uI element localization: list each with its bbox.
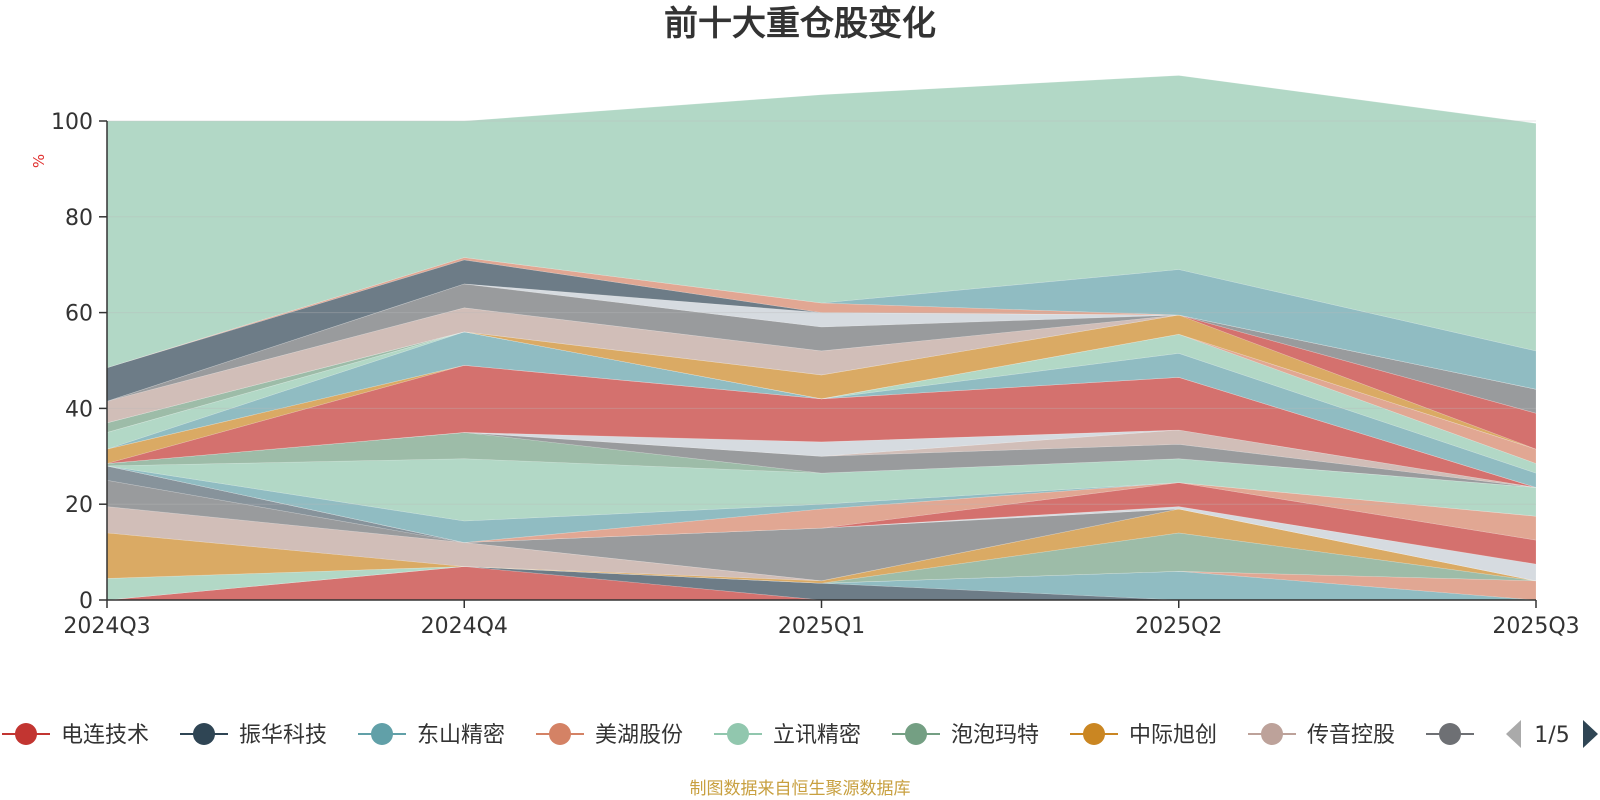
x-tick-label: 2025Q1 [778,614,865,639]
legend-item[interactable]: 电连技术 [2,723,149,748]
legend-label: 美湖股份 [595,723,683,748]
chart-title: 前十大重仓股变化 [664,4,936,44]
area-series-30 [106,283,1537,414]
legend-item[interactable]: 传音控股 [1248,723,1395,748]
legend-pager: 1/5 [1506,720,1598,748]
legend-label: 电连技术 [61,723,149,748]
y-tick-label: 100 [51,110,93,135]
legend-label: 振华科技 [239,723,327,748]
area-series-group [106,75,1537,601]
legend-label: 传音控股 [1307,723,1395,748]
legend-item[interactable]: 立讯精密 [714,723,861,748]
x-tick-label: 2024Q4 [421,614,508,639]
area-series-28 [106,314,1537,450]
legend-circle-marker [1083,723,1105,745]
x-axis-ticks: 2024Q3 2024Q4 2025Q1 2025Q2 2025Q3 [63,600,1580,639]
legend-circle-marker [15,723,37,745]
area-series-9 [106,479,1537,582]
legend-label: 东山精密 [417,723,505,748]
area-series-11 [106,465,1537,582]
legend-circle-marker [727,723,749,745]
legend-item[interactable]: 美湖股份 [536,723,683,748]
legend-circle-marker [905,723,927,745]
legend-item[interactable]: 泡泡玛特 [892,723,1039,748]
legend-label: 中际旭创 [1129,723,1217,748]
legend-item[interactable]: 东山精密 [358,723,505,748]
legend-page-indicator: 1/5 [1534,723,1569,748]
legend-circle-marker [193,723,215,745]
legend-circle-marker [549,723,571,745]
legend-item[interactable] [1426,723,1474,745]
area-series-10 [106,465,1537,582]
y-tick-label: 20 [65,493,93,518]
legend-circle-marker [1261,723,1283,745]
legend: 电连技术 振华科技 东山精密 美湖股份 立讯精密 泡泡玛特 中际旭创 传音控股 [2,723,1474,748]
y-tick-label: 60 [65,302,93,327]
data-source-note: 制图数据来自恒生聚源数据库 [690,779,911,799]
area-series-7 [106,508,1537,584]
y-tick-label: 40 [65,397,93,422]
legend-circle-marker [371,723,393,745]
legend-label: 立讯精密 [773,723,861,748]
area-series-24 [106,331,1537,474]
grid-lines [107,120,1536,505]
area-series-12 [106,465,1537,565]
x-tick-label: 2025Q2 [1135,614,1222,639]
legend-prev-page-icon[interactable] [1506,720,1521,748]
area-series-8 [106,506,1537,582]
legend-label: 泡泡玛特 [951,723,1039,748]
area-series-13 [106,465,1537,543]
legend-item[interactable]: 中际旭创 [1070,723,1217,748]
y-axis-ticks: 0 20 40 60 80 100 [51,110,107,614]
y-tick-label: 0 [79,589,93,614]
y-axis-unit-label: % [30,154,48,168]
x-tick-label: 2025Q3 [1492,614,1579,639]
x-tick-label: 2024Q3 [63,614,150,639]
legend-next-page-icon[interactable] [1583,720,1598,748]
area-series-35 [106,75,1537,369]
legend-circle-marker [1439,723,1461,745]
y-tick-label: 80 [65,206,93,231]
legend-item[interactable]: 振华科技 [180,723,327,748]
